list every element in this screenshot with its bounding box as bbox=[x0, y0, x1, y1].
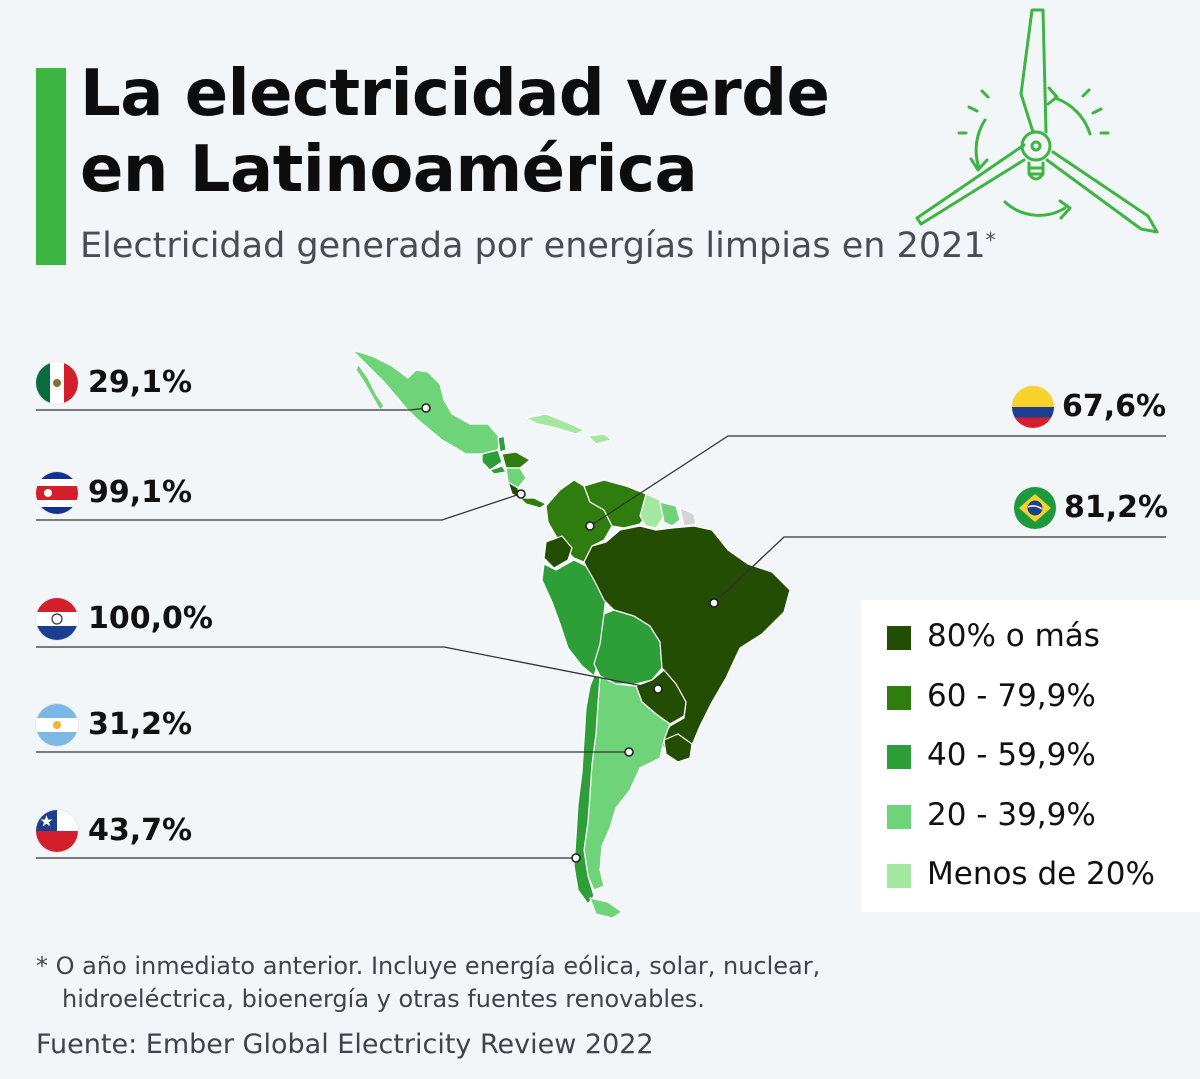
legend-swatch bbox=[887, 686, 911, 710]
legend-swatch bbox=[887, 864, 911, 888]
value-chile: 43,7% bbox=[88, 813, 193, 848]
map-region-guatemala bbox=[481, 449, 503, 471]
map-region-ecuador bbox=[543, 535, 573, 569]
map-region-french-guiana bbox=[679, 507, 697, 527]
value-colombia: 67,6% bbox=[1062, 389, 1167, 424]
legend-swatch bbox=[887, 626, 911, 650]
subtitle: Electricidad generada por energías limpi… bbox=[80, 226, 996, 266]
map-region-venezuela bbox=[583, 479, 651, 529]
country-label-paraguay: 100,0% bbox=[36, 598, 296, 644]
country-label-mexico: 29,1% bbox=[36, 362, 296, 408]
country-label-costa-rica: 99,1% bbox=[36, 472, 296, 518]
leader-line-paraguay bbox=[36, 646, 659, 690]
country-label-chile: 43,7% bbox=[36, 810, 296, 856]
legend-swatch bbox=[887, 805, 911, 829]
legend-swatch bbox=[887, 745, 911, 769]
map-region-honduras bbox=[501, 451, 531, 469]
country-label-brazil: 81,2% bbox=[1014, 487, 1174, 533]
wind-turbine-recycle-icon bbox=[915, 8, 1159, 234]
leader-line-costa-rica bbox=[36, 493, 521, 521]
legend-label: 80% o más bbox=[927, 618, 1100, 654]
footnote-line-2: hidroeléctrica, bioenergía y otras fuent… bbox=[62, 985, 705, 1013]
value-mexico: 29,1% bbox=[88, 365, 193, 400]
dot-costa-rica bbox=[516, 489, 526, 499]
value-paraguay: 100,0% bbox=[88, 601, 213, 636]
footnote: * O año inmediato anterior. Incluye ener… bbox=[36, 950, 820, 1016]
chile-flag bbox=[36, 810, 78, 852]
map-polygons bbox=[351, 349, 791, 919]
title-line-2: en Latinoamérica bbox=[80, 133, 698, 207]
leader-line-colombia bbox=[589, 435, 1166, 527]
brazil-flag bbox=[1014, 487, 1056, 529]
map-region-uruguay bbox=[663, 733, 693, 763]
latin-america-map bbox=[36, 349, 1166, 919]
footnote-line-1: * O año inmediato anterior. Incluye ener… bbox=[36, 952, 821, 980]
subtitle-footnote-mark: * bbox=[985, 228, 996, 252]
title-accent-bar bbox=[36, 68, 66, 265]
legend-label: 40 - 59,9% bbox=[927, 737, 1096, 773]
dot-mexico bbox=[421, 403, 431, 413]
dot-argentina bbox=[624, 747, 634, 757]
map-region-tierra-del-fuego bbox=[589, 897, 623, 919]
mexico-flag bbox=[36, 362, 78, 404]
leader-dots bbox=[421, 403, 719, 863]
legend-label: 60 - 79,9% bbox=[927, 678, 1096, 714]
map-region-suriname bbox=[659, 501, 681, 527]
paraguay-flag bbox=[36, 598, 78, 640]
page-title: La electricidad verde en Latinoamérica bbox=[80, 56, 830, 208]
legend-label: 20 - 39,9% bbox=[927, 797, 1096, 833]
source-note: Fuente: Ember Global Electricity Review … bbox=[36, 1029, 654, 1060]
costa-rica-flag bbox=[36, 472, 78, 514]
value-costa-rica: 99,1% bbox=[88, 475, 193, 510]
legend-label: Menos de 20% bbox=[927, 856, 1155, 892]
title-line-1: La electricidad verde bbox=[80, 57, 830, 131]
leader-lines bbox=[36, 407, 1166, 859]
value-brazil: 81,2% bbox=[1064, 490, 1169, 525]
map-region-mexico bbox=[351, 349, 501, 455]
country-label-colombia: 67,6% bbox=[1012, 386, 1172, 432]
map-region-belize bbox=[497, 435, 507, 453]
leader-line-mexico bbox=[36, 407, 427, 411]
country-label-argentina: 31,2% bbox=[36, 704, 296, 750]
dot-paraguay bbox=[653, 684, 663, 694]
dot-colombia bbox=[585, 521, 595, 531]
argentina-flag bbox=[36, 704, 78, 746]
map-region-cuba bbox=[525, 413, 585, 435]
map-region-nicaragua bbox=[505, 467, 527, 489]
map-region-guyana bbox=[639, 493, 665, 529]
map-region-panama bbox=[519, 497, 547, 509]
map-legend: 80% o más 60 - 79,9% 40 - 59,9% 20 - 39,… bbox=[861, 600, 1200, 912]
map-region-brazil bbox=[583, 525, 791, 763]
subtitle-text: Electricidad generada por energías limpi… bbox=[80, 226, 986, 266]
map-region-hispaniola bbox=[587, 433, 613, 445]
value-argentina: 31,2% bbox=[88, 707, 193, 742]
colombia-flag bbox=[1012, 386, 1054, 428]
dot-brazil bbox=[709, 598, 719, 608]
dot-chile bbox=[571, 853, 581, 863]
leader-line-brazil bbox=[713, 536, 1166, 604]
